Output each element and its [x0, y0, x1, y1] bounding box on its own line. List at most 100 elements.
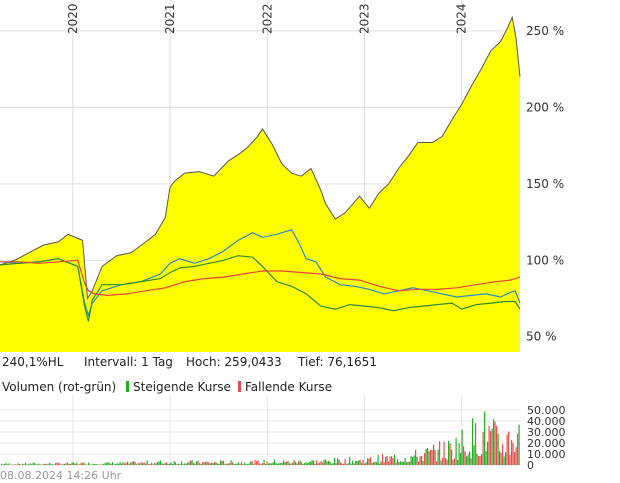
volume-bar [128, 463, 130, 465]
volume-bar [166, 462, 168, 465]
volume-bar [370, 457, 372, 465]
volume-bar [361, 462, 363, 465]
volume-label: Volumen (rot-grün) [2, 380, 117, 394]
volume-bar [152, 464, 154, 465]
high-value: Hoch: 259,0433 [186, 355, 282, 369]
timestamp: 08.08.2024 14:26 Uhr [0, 469, 122, 482]
volume-bar [32, 462, 34, 465]
volume-bar [316, 460, 318, 465]
volume-bar [434, 449, 436, 465]
volume-bar [104, 462, 106, 465]
volume-bar [259, 463, 261, 465]
volume-bar [421, 456, 423, 465]
volume-bar [443, 441, 445, 465]
volume-bar [458, 443, 460, 465]
volume-bar [205, 462, 207, 465]
volume-bar [74, 463, 76, 465]
volume-bar [301, 462, 303, 465]
volume-bar [11, 464, 13, 465]
volume-bar [383, 462, 385, 465]
volume-bar [172, 464, 174, 465]
rising-swatch [126, 381, 129, 392]
legend-rising-label: Steigende Kurse [133, 380, 231, 394]
volume-bar [359, 459, 361, 465]
volume-bar [389, 456, 391, 465]
performance-value: 240,1%HL [2, 355, 64, 369]
volume-bar [349, 456, 351, 465]
volume-bar [247, 464, 249, 465]
volume-bar [482, 431, 484, 465]
volume-bar [461, 429, 463, 465]
volume-bar [475, 423, 477, 465]
volume-bar [464, 451, 466, 465]
volume-bar [364, 463, 366, 465]
volume-bar [94, 464, 96, 465]
volume-bar [53, 464, 55, 465]
volume-bar [233, 464, 235, 465]
volume-bar [350, 463, 352, 465]
volume-bar [65, 463, 67, 465]
volume-bar [514, 452, 516, 465]
volume-bar [142, 463, 144, 465]
volume-bar [317, 463, 319, 465]
volume-bar [368, 458, 370, 465]
volume-bar [406, 462, 408, 465]
y-tick-label: 200 % [526, 100, 564, 114]
volume-bar [110, 463, 112, 465]
volume-bar [17, 463, 19, 465]
volume-bar [50, 463, 52, 465]
volume-bar [82, 462, 84, 465]
y-tick-label: 40.000 [527, 415, 566, 428]
volume-bar [256, 461, 258, 465]
volume-bar [332, 463, 334, 465]
volume-bar [88, 462, 90, 465]
volume-bar [158, 461, 160, 465]
volume-bar [232, 462, 234, 465]
volume-bar [56, 462, 58, 465]
chart-info-row: 240,1%HL Intervall: 1 Tag Hoch: 259,0433… [0, 352, 620, 372]
volume-bar [92, 463, 94, 465]
volume-bar [299, 460, 301, 465]
interval-label: Intervall: 1 Tag [84, 355, 173, 369]
volume-bar [113, 464, 115, 465]
series-line [0, 259, 521, 297]
volume-bar [346, 463, 348, 465]
volume-bar [8, 463, 10, 465]
volume-bar [449, 443, 451, 465]
volume-bar [40, 464, 42, 465]
volume-bar [194, 463, 196, 465]
volume-bar [446, 459, 448, 465]
volume-bar [430, 449, 432, 465]
volume-bar [98, 464, 100, 465]
volume-bar [248, 463, 250, 465]
volume-bar [28, 464, 30, 465]
volume-bar [262, 463, 264, 465]
volume-bar [263, 459, 265, 465]
volume-bar [286, 461, 288, 465]
volume-bar [181, 461, 183, 465]
volume-bar [124, 463, 126, 465]
volume-bar [362, 459, 364, 465]
volume-bar [304, 463, 306, 465]
volume-bar [100, 464, 102, 465]
volume-bar [295, 462, 297, 465]
volume-bar [512, 443, 514, 465]
volume-bar [245, 464, 247, 465]
volume-bar [182, 464, 184, 465]
volume-bar [253, 464, 255, 465]
series-area [0, 17, 520, 352]
volume-bar [377, 455, 379, 465]
volume-bar [344, 458, 346, 465]
volume-bar [119, 462, 121, 465]
volume-bar [407, 461, 409, 465]
volume-bar [26, 464, 28, 465]
volume-bar [466, 456, 468, 465]
volume-bar [506, 434, 508, 465]
volume-bar [305, 462, 307, 465]
volume-bar [175, 462, 177, 465]
volume-bar [511, 440, 513, 465]
volume-bar [1, 463, 3, 465]
volume-bar [52, 464, 54, 465]
volume-bar [439, 441, 441, 465]
